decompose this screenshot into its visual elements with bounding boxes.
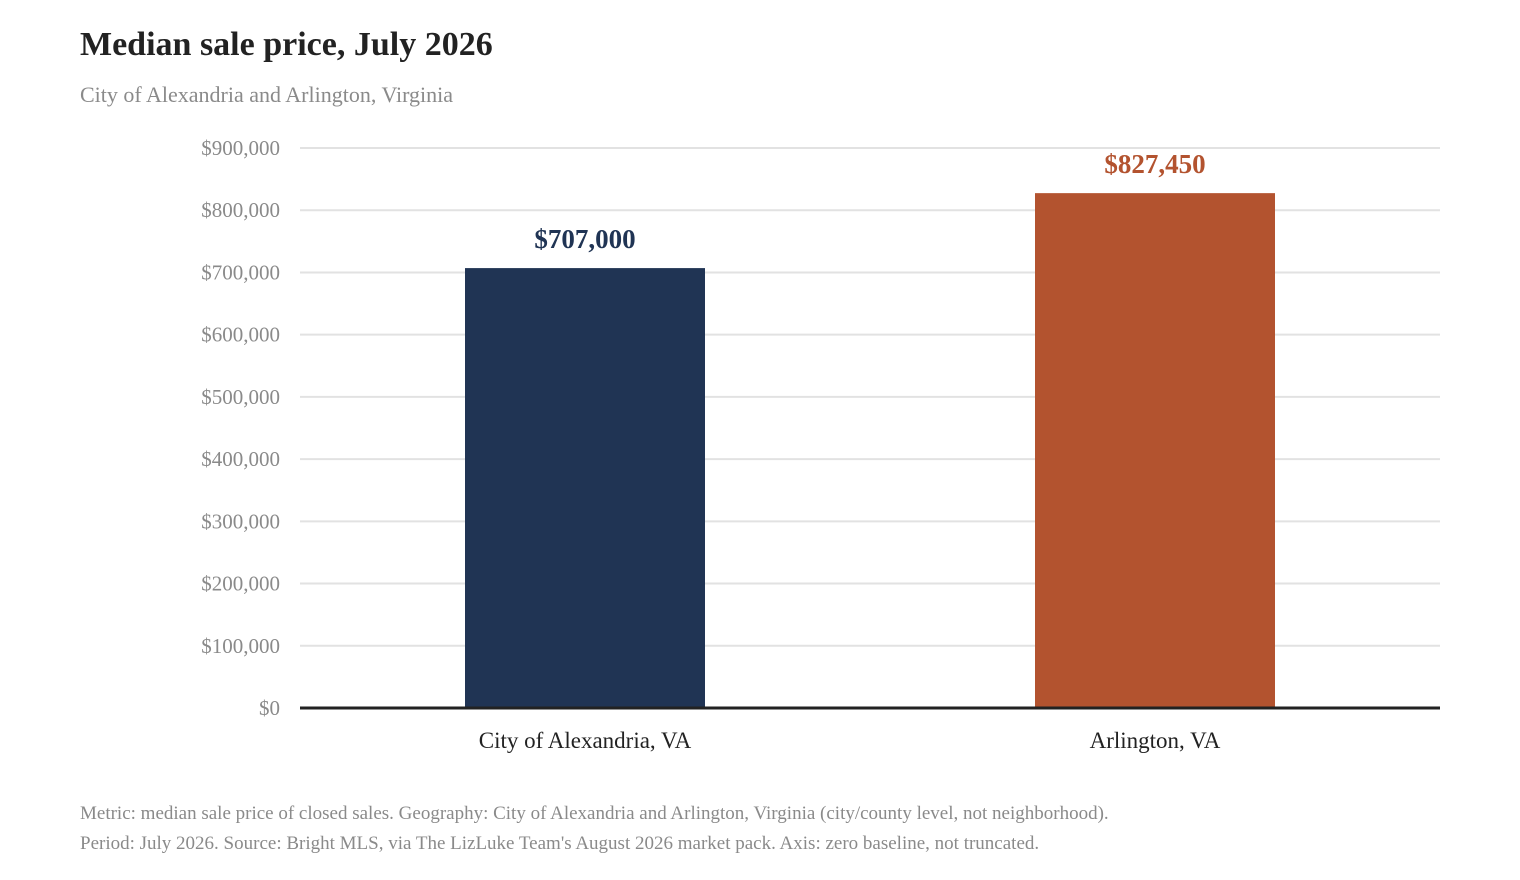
y-tick-label: $600,000 [201, 323, 280, 347]
y-tick-label: $200,000 [201, 572, 280, 596]
x-tick-label: Arlington, VA [1090, 728, 1221, 753]
value-labels: $707,000 $827,450 [534, 149, 1205, 254]
footnote-source: Period: July 2026. Source: Bright MLS, v… [80, 833, 1040, 854]
y-tick-label: $500,000 [201, 385, 280, 409]
y-tick-label: $700,000 [201, 260, 280, 284]
footnote-metric: Metric: median sale price of closed sale… [80, 803, 1109, 824]
y-tick-label: $800,000 [201, 198, 280, 222]
y-tick-label: $900,000 [201, 136, 280, 160]
y-tick-label: $100,000 [201, 634, 280, 658]
y-tick-label: $0 [259, 696, 280, 720]
y-tick-label: $400,000 [201, 447, 280, 471]
x-axis-tick-labels: City of Alexandria, VA Arlington, VA [479, 728, 1221, 753]
y-tick-label: $300,000 [201, 509, 280, 533]
chart-title: Median sale price, July 2026 [80, 26, 493, 63]
bar [465, 268, 705, 708]
bar-value-label: $827,450 [1104, 149, 1205, 179]
x-tick-label: City of Alexandria, VA [479, 728, 692, 753]
chart-subtitle: City of Alexandria and Arlington, Virgin… [80, 82, 454, 107]
bar-value-label: $707,000 [534, 224, 635, 254]
y-axis-tick-labels: $0 $100,000 $200,000 $300,000 $400,000 $500,0… [201, 136, 280, 720]
bar [1035, 193, 1275, 709]
bars [465, 193, 1275, 709]
